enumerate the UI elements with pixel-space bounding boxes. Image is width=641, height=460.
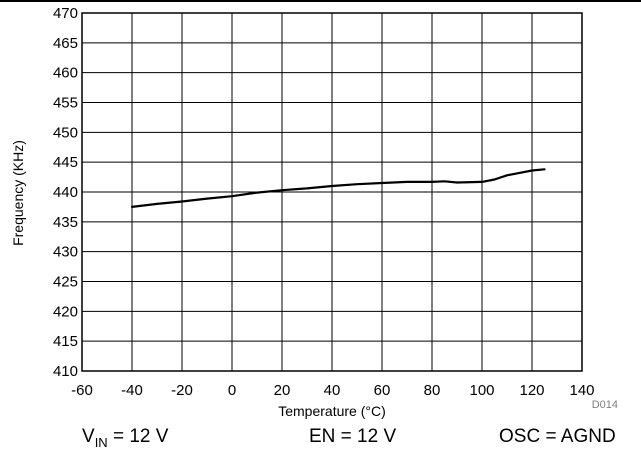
- y-tick-label: 465: [53, 35, 78, 52]
- frequency-series-line: [130, 168, 546, 208]
- figure-code-label: D014: [592, 399, 618, 411]
- y-tick-label: 445: [53, 154, 78, 171]
- y-tick-label: 435: [53, 214, 78, 231]
- top-rule: [0, 0, 641, 2]
- x-tick-label: -40: [121, 382, 143, 399]
- x-tick-label: -60: [71, 382, 93, 399]
- y-tick-labels: 410 415 420 425 430 435 440 445 450 455 460 465 470: [53, 5, 78, 380]
- vin-value: = 12 V: [107, 426, 169, 447]
- y-axis-title: Frequency (KHz): [10, 140, 26, 246]
- y-tick-label: 410: [53, 363, 78, 380]
- vin-label: V: [82, 426, 95, 447]
- y-tick-label: 415: [53, 333, 78, 350]
- x-tick-label: 20: [274, 382, 291, 399]
- x-tick-label: 40: [324, 382, 341, 399]
- x-tick-label: 0: [228, 382, 236, 399]
- x-tick-label: -20: [171, 382, 193, 399]
- y-tick-label: 425: [53, 274, 78, 291]
- plot-frame: [81, 12, 583, 372]
- grid-lines: [82, 13, 582, 371]
- y-tick-label: 420: [53, 303, 78, 320]
- x-axis-title: Temperature (°C): [278, 403, 386, 419]
- y-tick-label: 460: [53, 65, 78, 82]
- osc-condition: OSC = AGND: [499, 426, 616, 447]
- x-tick-label: 100: [469, 382, 494, 399]
- x-tick-label: 140: [569, 382, 594, 399]
- x-tick-labels: -60 -40 -20 0 20 40 60 80 100 120 140: [71, 382, 594, 399]
- y-tick-label: 430: [53, 244, 78, 261]
- en-condition: EN = 12 V: [309, 426, 397, 447]
- vin-condition: VIN = 12 V: [82, 426, 168, 450]
- y-tick-label: 470: [53, 5, 78, 22]
- y-tick-label: 440: [53, 184, 78, 201]
- x-tick-label: 60: [374, 382, 391, 399]
- x-tick-label: 80: [424, 382, 441, 399]
- x-tick-label: 120: [519, 382, 544, 399]
- y-tick-label: 455: [53, 95, 78, 112]
- y-tick-label: 450: [53, 124, 78, 141]
- vin-subscript: IN: [94, 434, 108, 450]
